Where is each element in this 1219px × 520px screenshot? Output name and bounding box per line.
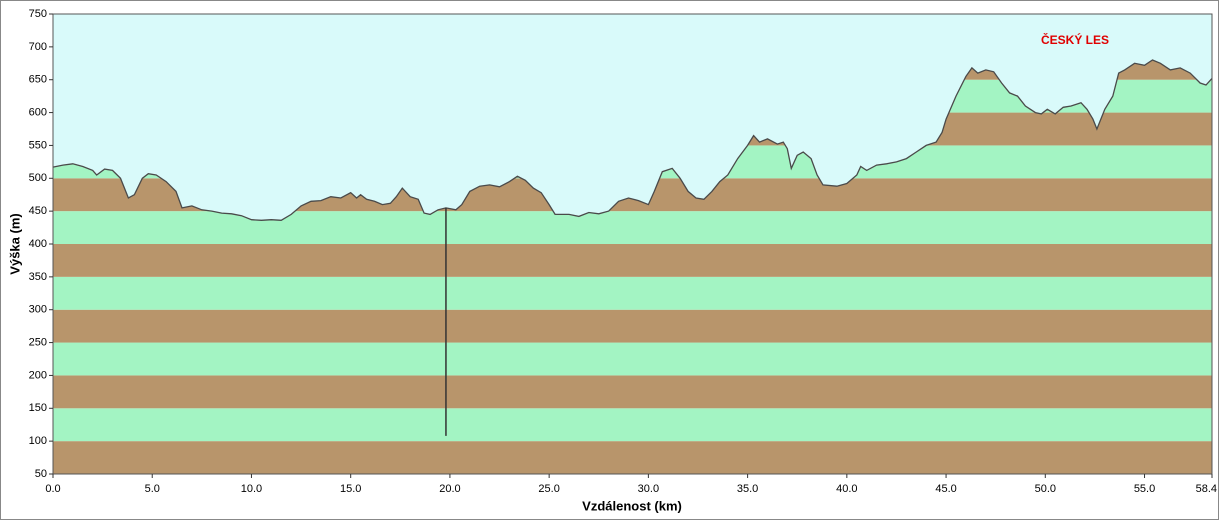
- x-tick-label: 40.0: [836, 483, 857, 495]
- y-tick-label: 600: [29, 106, 47, 118]
- elevation-band: [53, 309, 1212, 343]
- x-tick-label: 30.0: [638, 483, 659, 495]
- y-tick-label: 650: [29, 74, 47, 86]
- y-tick-label: 200: [29, 369, 47, 381]
- y-tick-label: 50: [35, 468, 47, 480]
- elevation-band: [53, 375, 1212, 409]
- y-tick-label: 500: [29, 172, 47, 184]
- y-tick-label: 250: [29, 336, 47, 348]
- y-tick-label: 550: [29, 139, 47, 151]
- x-tick-label: 20.0: [439, 483, 460, 495]
- x-tick-label: 35.0: [737, 483, 758, 495]
- y-axis-title: Výška (m): [7, 213, 22, 274]
- x-tick-label: 0.0: [45, 483, 60, 495]
- x-tick-label: 15.0: [340, 483, 361, 495]
- x-tick-label: 50.0: [1035, 483, 1056, 495]
- y-tick-label: 150: [29, 402, 47, 414]
- x-tick-label: 5.0: [145, 483, 160, 495]
- elevation-band: [53, 441, 1212, 474]
- y-tick-label: 700: [29, 41, 47, 53]
- x-axis-title: Vzdálenost (km): [582, 498, 682, 513]
- x-tick-label: 45.0: [935, 483, 956, 495]
- y-tick-label: 400: [29, 238, 47, 250]
- annotation: ČESKÝ LES: [1041, 32, 1109, 47]
- x-tick-label: 58.4: [1196, 483, 1217, 495]
- y-tick-label: 350: [29, 271, 47, 283]
- elevation-band: [53, 276, 1212, 310]
- x-tick-label: 25.0: [538, 483, 559, 495]
- y-tick-label: 750: [29, 8, 47, 20]
- elevation-band: [53, 342, 1212, 376]
- sky: [53, 14, 1212, 221]
- y-tick-label: 450: [29, 205, 47, 217]
- y-tick-label: 100: [29, 435, 47, 447]
- x-tick-label: 55.0: [1134, 483, 1155, 495]
- elevation-band: [53, 244, 1212, 277]
- x-tick-label: 10.0: [241, 483, 262, 495]
- profile-line: [52, 59, 1213, 221]
- plot: [52, 14, 1213, 474]
- elevation-band: [53, 408, 1212, 442]
- elevation-band: [53, 211, 1212, 244]
- y-tick-label: 300: [29, 304, 47, 316]
